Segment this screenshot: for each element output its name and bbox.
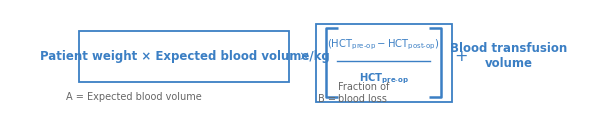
Text: Patient weight × Expected blood volume/kg: Patient weight × Expected blood volume/k…	[39, 50, 330, 63]
FancyBboxPatch shape	[79, 31, 290, 82]
Text: Blood transfusion
volume: Blood transfusion volume	[450, 42, 568, 70]
Text: ×: ×	[298, 50, 309, 63]
Text: A = Expected blood volume: A = Expected blood volume	[67, 92, 202, 102]
Text: Fraction of
blood loss: Fraction of blood loss	[338, 82, 389, 104]
Text: $\mathregular{(HCT_{pre\text{-}op} - HCT_{post\text{-}op})}$: $\mathregular{(HCT_{pre\text{-}op} - HCT…	[328, 38, 440, 53]
Text: B =: B =	[318, 94, 336, 104]
Text: $\mathregular{HCT_{pre\text{-}op}}$: $\mathregular{HCT_{pre\text{-}op}}$	[359, 72, 408, 86]
FancyBboxPatch shape	[316, 24, 452, 102]
Text: +: +	[455, 49, 468, 64]
